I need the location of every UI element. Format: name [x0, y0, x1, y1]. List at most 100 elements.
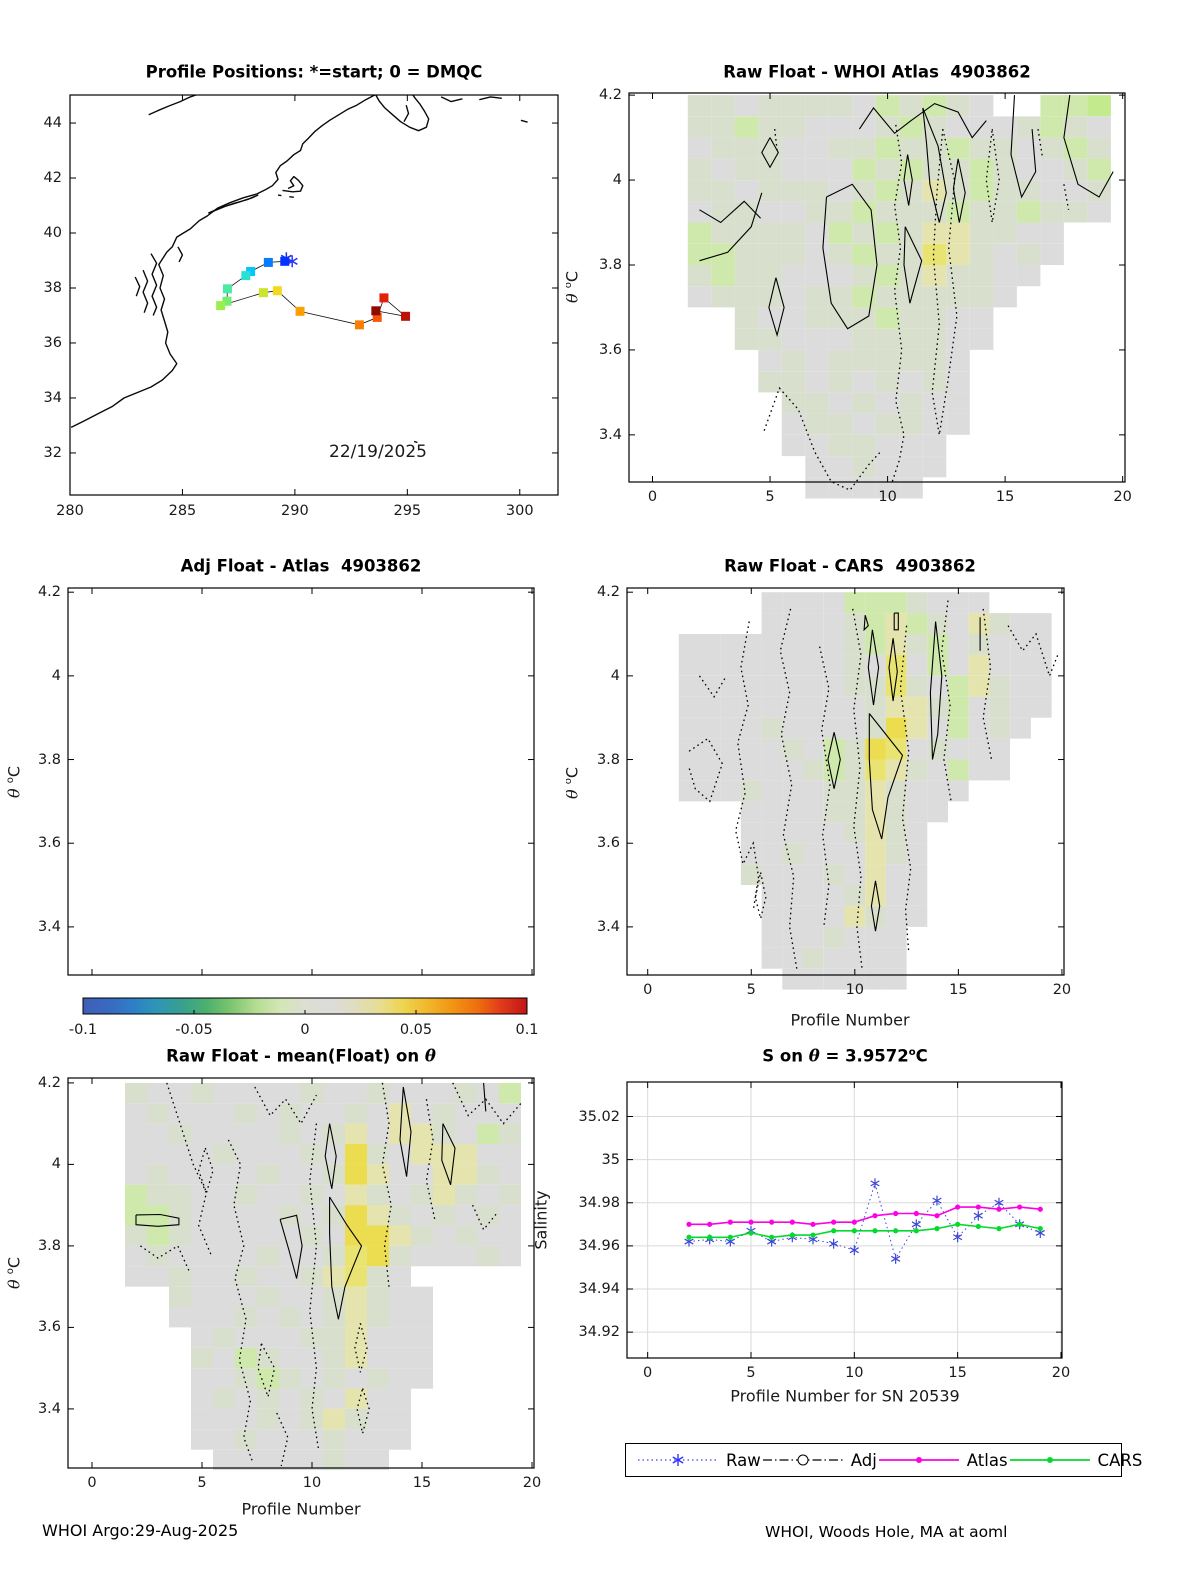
- heat-cell: [805, 392, 829, 414]
- heat-cell: [734, 201, 759, 223]
- heat-cell: [125, 1245, 147, 1267]
- heat-cell: [758, 137, 782, 159]
- heat-cell: [345, 1449, 367, 1471]
- heat-cell: [147, 1266, 169, 1287]
- heat-cell: [433, 1123, 455, 1144]
- heat-cell: [169, 1307, 191, 1328]
- heat-cell: [844, 613, 866, 634]
- heat-cell: [844, 634, 866, 655]
- tick-label: 10: [302, 1475, 322, 1491]
- profile-marker: [280, 256, 290, 266]
- coastline-path: [403, 105, 410, 123]
- heat-cell: [823, 738, 845, 760]
- tick-label: 5: [746, 1365, 756, 1381]
- heat-cell: [761, 738, 783, 760]
- series-marker: [789, 1232, 795, 1238]
- heat-cell: [875, 243, 900, 265]
- series-marker: [810, 1232, 816, 1238]
- heat-cell: [499, 1184, 521, 1206]
- heat-cell: [1040, 137, 1064, 159]
- heat-cell: [323, 1429, 345, 1450]
- tick-label: 4: [612, 172, 622, 189]
- heat-cell: [411, 1286, 433, 1308]
- contour-solid: [827, 732, 841, 789]
- heat-cell: [720, 780, 741, 802]
- heat-cell: [782, 780, 803, 802]
- heat-cell: [865, 843, 886, 865]
- heat-cell: [433, 1225, 455, 1246]
- map-date-label: 22/19/2025: [329, 442, 427, 462]
- salinity-plot-axes: [626, 1081, 1063, 1359]
- contour-dotted: [425, 1099, 436, 1222]
- heat-cell: [922, 265, 947, 287]
- heat-cell: [1063, 180, 1088, 202]
- tick-label: 42: [43, 170, 62, 187]
- heat-cell: [993, 286, 1017, 308]
- tick-label: 35: [601, 1151, 620, 1168]
- heat-cell: [734, 307, 759, 329]
- heat-cell: [875, 434, 900, 457]
- heat-cell: [235, 1347, 257, 1369]
- heat-cell: [781, 349, 806, 372]
- profile-marker: [401, 311, 411, 321]
- contour-solid: [922, 107, 947, 223]
- tick-label: 34: [43, 389, 62, 406]
- heat-cell: [389, 1368, 411, 1389]
- tick-label: 3.4: [37, 1400, 61, 1417]
- heat-cell: [740, 843, 762, 865]
- heat-cell: [946, 371, 970, 393]
- heat-cell: [782, 654, 803, 676]
- heat-cell: [213, 1205, 235, 1226]
- heat-cell: [885, 759, 907, 781]
- heat-cell: [477, 1245, 499, 1267]
- series-marker: [934, 1226, 940, 1232]
- heat-cell: [345, 1388, 367, 1409]
- heat-cell: [147, 1123, 169, 1144]
- heat-cell: [803, 864, 824, 885]
- heat-cell: [499, 1205, 521, 1226]
- heat-cell: [213, 1082, 235, 1104]
- raw-atlas-heatmap-axes: [628, 92, 1126, 483]
- heat-cell: [865, 759, 886, 781]
- heat-cell: [803, 738, 824, 760]
- contour-dotted: [227, 1139, 254, 1463]
- series-marker: [831, 1228, 837, 1234]
- heat-cell: [125, 1266, 147, 1287]
- heat-cell: [213, 1408, 235, 1430]
- coastline-path: [375, 94, 430, 132]
- contour-solid: [699, 200, 761, 224]
- heat-cell: [411, 1225, 433, 1246]
- heat-cell: [499, 1245, 521, 1267]
- heat-cell: [279, 1408, 301, 1430]
- heat-cell: [699, 738, 721, 760]
- heat-cell: [948, 717, 969, 739]
- heat-cell: [499, 1123, 521, 1144]
- heat-cell: [678, 696, 700, 718]
- heat-cell: [805, 456, 829, 478]
- heat-cell: [257, 1205, 279, 1226]
- heat-cell: [235, 1286, 257, 1308]
- coastline-path: [479, 96, 502, 101]
- legend-swatch-adj-icon: [762, 1454, 843, 1466]
- heat-cell: [922, 371, 947, 393]
- heat-cell: [213, 1286, 235, 1308]
- heat-cell: [906, 717, 928, 739]
- heat-cell: [828, 434, 853, 457]
- heat-cell: [1016, 243, 1041, 265]
- heat-cell: [411, 1307, 433, 1328]
- heat-cell: [781, 413, 806, 435]
- heat-cell: [279, 1388, 301, 1409]
- heat-cell: [1087, 180, 1111, 202]
- heat-cell: [852, 95, 876, 117]
- heat-cell: [740, 696, 762, 718]
- heat-cell: [805, 434, 829, 457]
- heat-cell: [946, 180, 970, 202]
- heat-cell: [823, 843, 845, 865]
- colorbar: [82, 997, 528, 1015]
- tick-label: 4.2: [37, 1074, 61, 1091]
- heat-cell: [125, 1144, 147, 1165]
- heat-cell: [411, 1164, 433, 1185]
- heat-cell: [257, 1368, 279, 1389]
- contour-dotted: [818, 646, 831, 927]
- heat-cell: [323, 1082, 345, 1104]
